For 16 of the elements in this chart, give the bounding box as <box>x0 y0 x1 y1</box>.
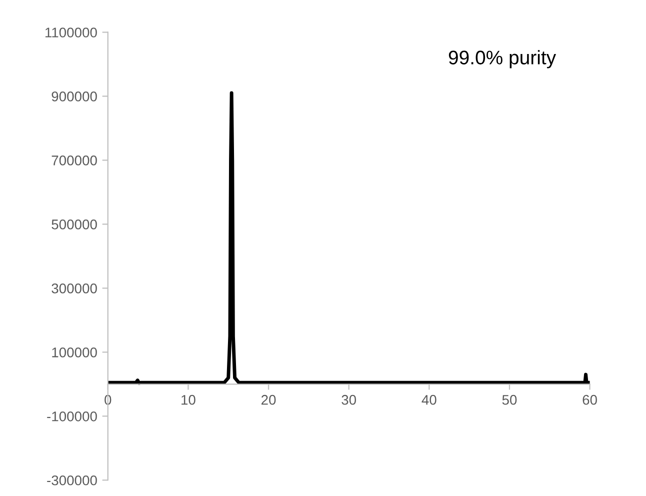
y-tick-label: 1100000 <box>45 28 97 38</box>
x-tick-label: 0 <box>104 394 112 405</box>
y-tick-label: -300000 <box>47 475 97 486</box>
x-tick-label: 50 <box>502 394 517 405</box>
y-tick-label: -100000 <box>47 411 97 422</box>
x-tick-label: 10 <box>182 394 196 405</box>
y-tick-label: 500000 <box>52 220 97 230</box>
x-tick-label: 40 <box>422 394 436 405</box>
annotation: 99.0% purity <box>448 50 556 68</box>
x-tick-label: 30 <box>342 394 356 405</box>
y-tick-label: 900000 <box>52 92 97 102</box>
y-tick-label: 700000 <box>52 156 97 166</box>
y-tick-label: 300000 <box>52 284 97 294</box>
x-tick-label: 60 <box>582 394 597 405</box>
y-tick-label: 100000 <box>52 347 97 358</box>
x-tick-label: 20 <box>261 394 276 405</box>
